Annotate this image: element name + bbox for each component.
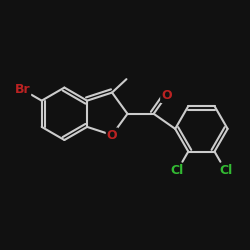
Text: Br: Br xyxy=(14,83,30,96)
Text: O: O xyxy=(161,89,172,102)
Text: Cl: Cl xyxy=(219,164,232,177)
Text: O: O xyxy=(107,128,117,141)
Text: Cl: Cl xyxy=(170,164,184,177)
